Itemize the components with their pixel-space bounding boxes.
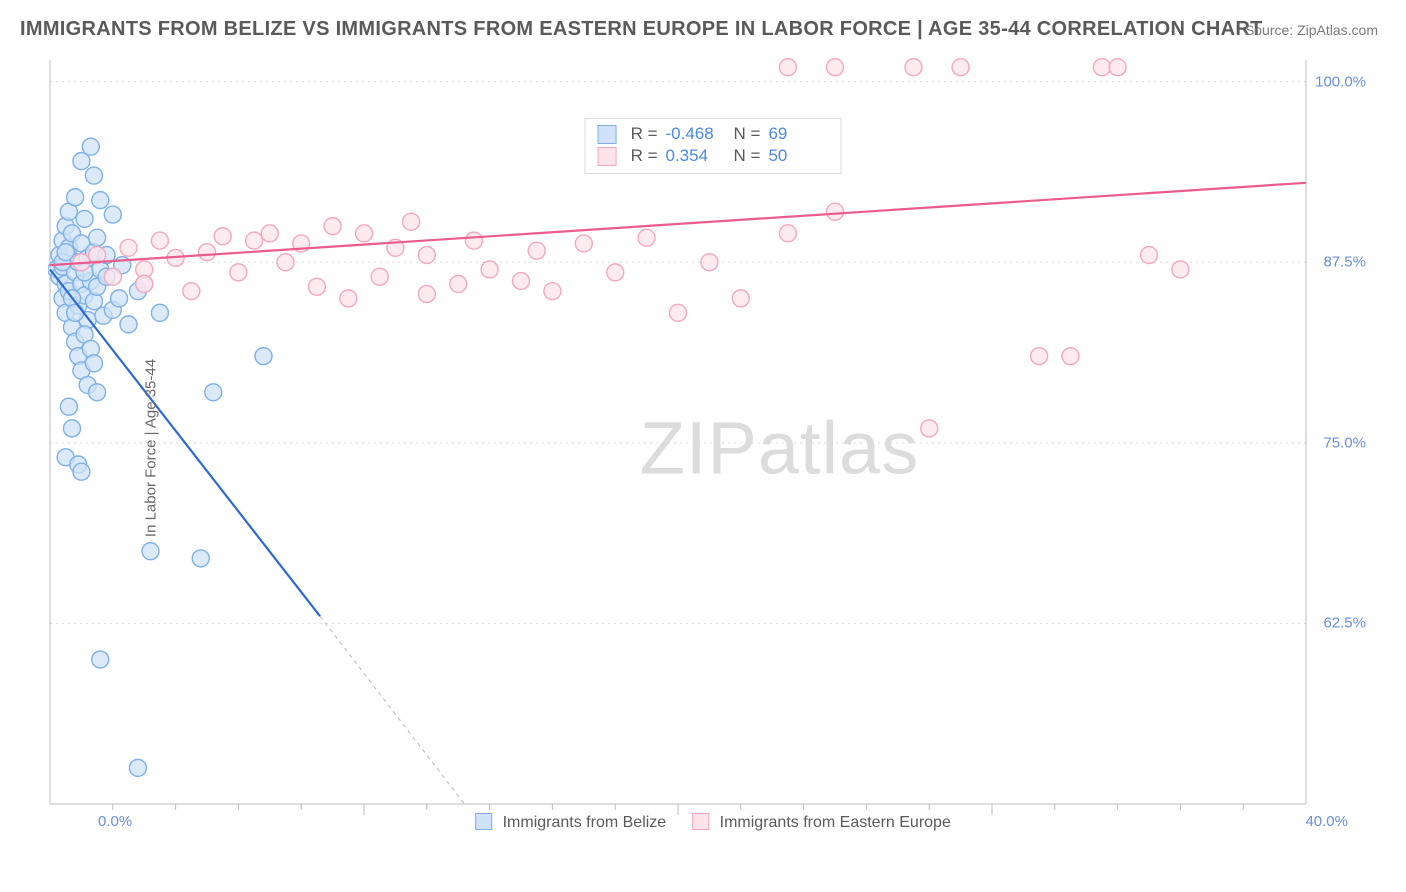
legend-label-blue: Immigrants from Belize (503, 814, 667, 831)
legend-row-pink: R = 0.354 N = 50 (598, 145, 829, 167)
r-value-pink: 0.354 (666, 146, 726, 166)
legend-swatch-blue (475, 813, 492, 830)
r-label: R = (631, 124, 658, 144)
n-value-pink: 50 (768, 146, 828, 166)
chart-svg (48, 58, 1378, 838)
legend-swatch-pink (598, 147, 617, 166)
n-label: N = (734, 124, 761, 144)
legend-swatch-blue (598, 125, 617, 144)
x-tick-start: 0.0% (98, 813, 132, 830)
legend-series: Immigrants from Belize Immigrants from E… (475, 813, 951, 832)
r-label: R = (631, 146, 658, 166)
source-label: Source: ZipAtlas.com (1245, 22, 1378, 38)
y-tick-label: 75.0% (1323, 434, 1366, 451)
legend-label-pink: Immigrants from Eastern Europe (720, 814, 951, 831)
r-value-blue: -0.468 (666, 124, 726, 144)
y-axis-label: In Labor Force | Age 35-44 (143, 359, 160, 537)
y-tick-label: 87.5% (1323, 254, 1366, 271)
y-tick-label: 100.0% (1315, 73, 1366, 90)
plot-area: In Labor Force | Age 35-44 ZIPatlas 62.5… (48, 58, 1378, 838)
n-value-blue: 69 (768, 124, 828, 144)
legend-item-pink: Immigrants from Eastern Europe (692, 813, 951, 832)
legend-row-blue: R = -0.468 N = 69 (598, 123, 829, 145)
legend-item-blue: Immigrants from Belize (475, 813, 666, 832)
y-tick-label: 62.5% (1323, 615, 1366, 632)
legend-correlation: R = -0.468 N = 69 R = 0.354 N = 50 (585, 118, 842, 174)
n-label: N = (734, 146, 761, 166)
chart-title: IMMIGRANTS FROM BELIZE VS IMMIGRANTS FRO… (20, 18, 1263, 41)
chart-container: IMMIGRANTS FROM BELIZE VS IMMIGRANTS FRO… (0, 0, 1406, 892)
x-tick-end: 40.0% (1305, 813, 1348, 830)
legend-swatch-pink (692, 813, 709, 830)
